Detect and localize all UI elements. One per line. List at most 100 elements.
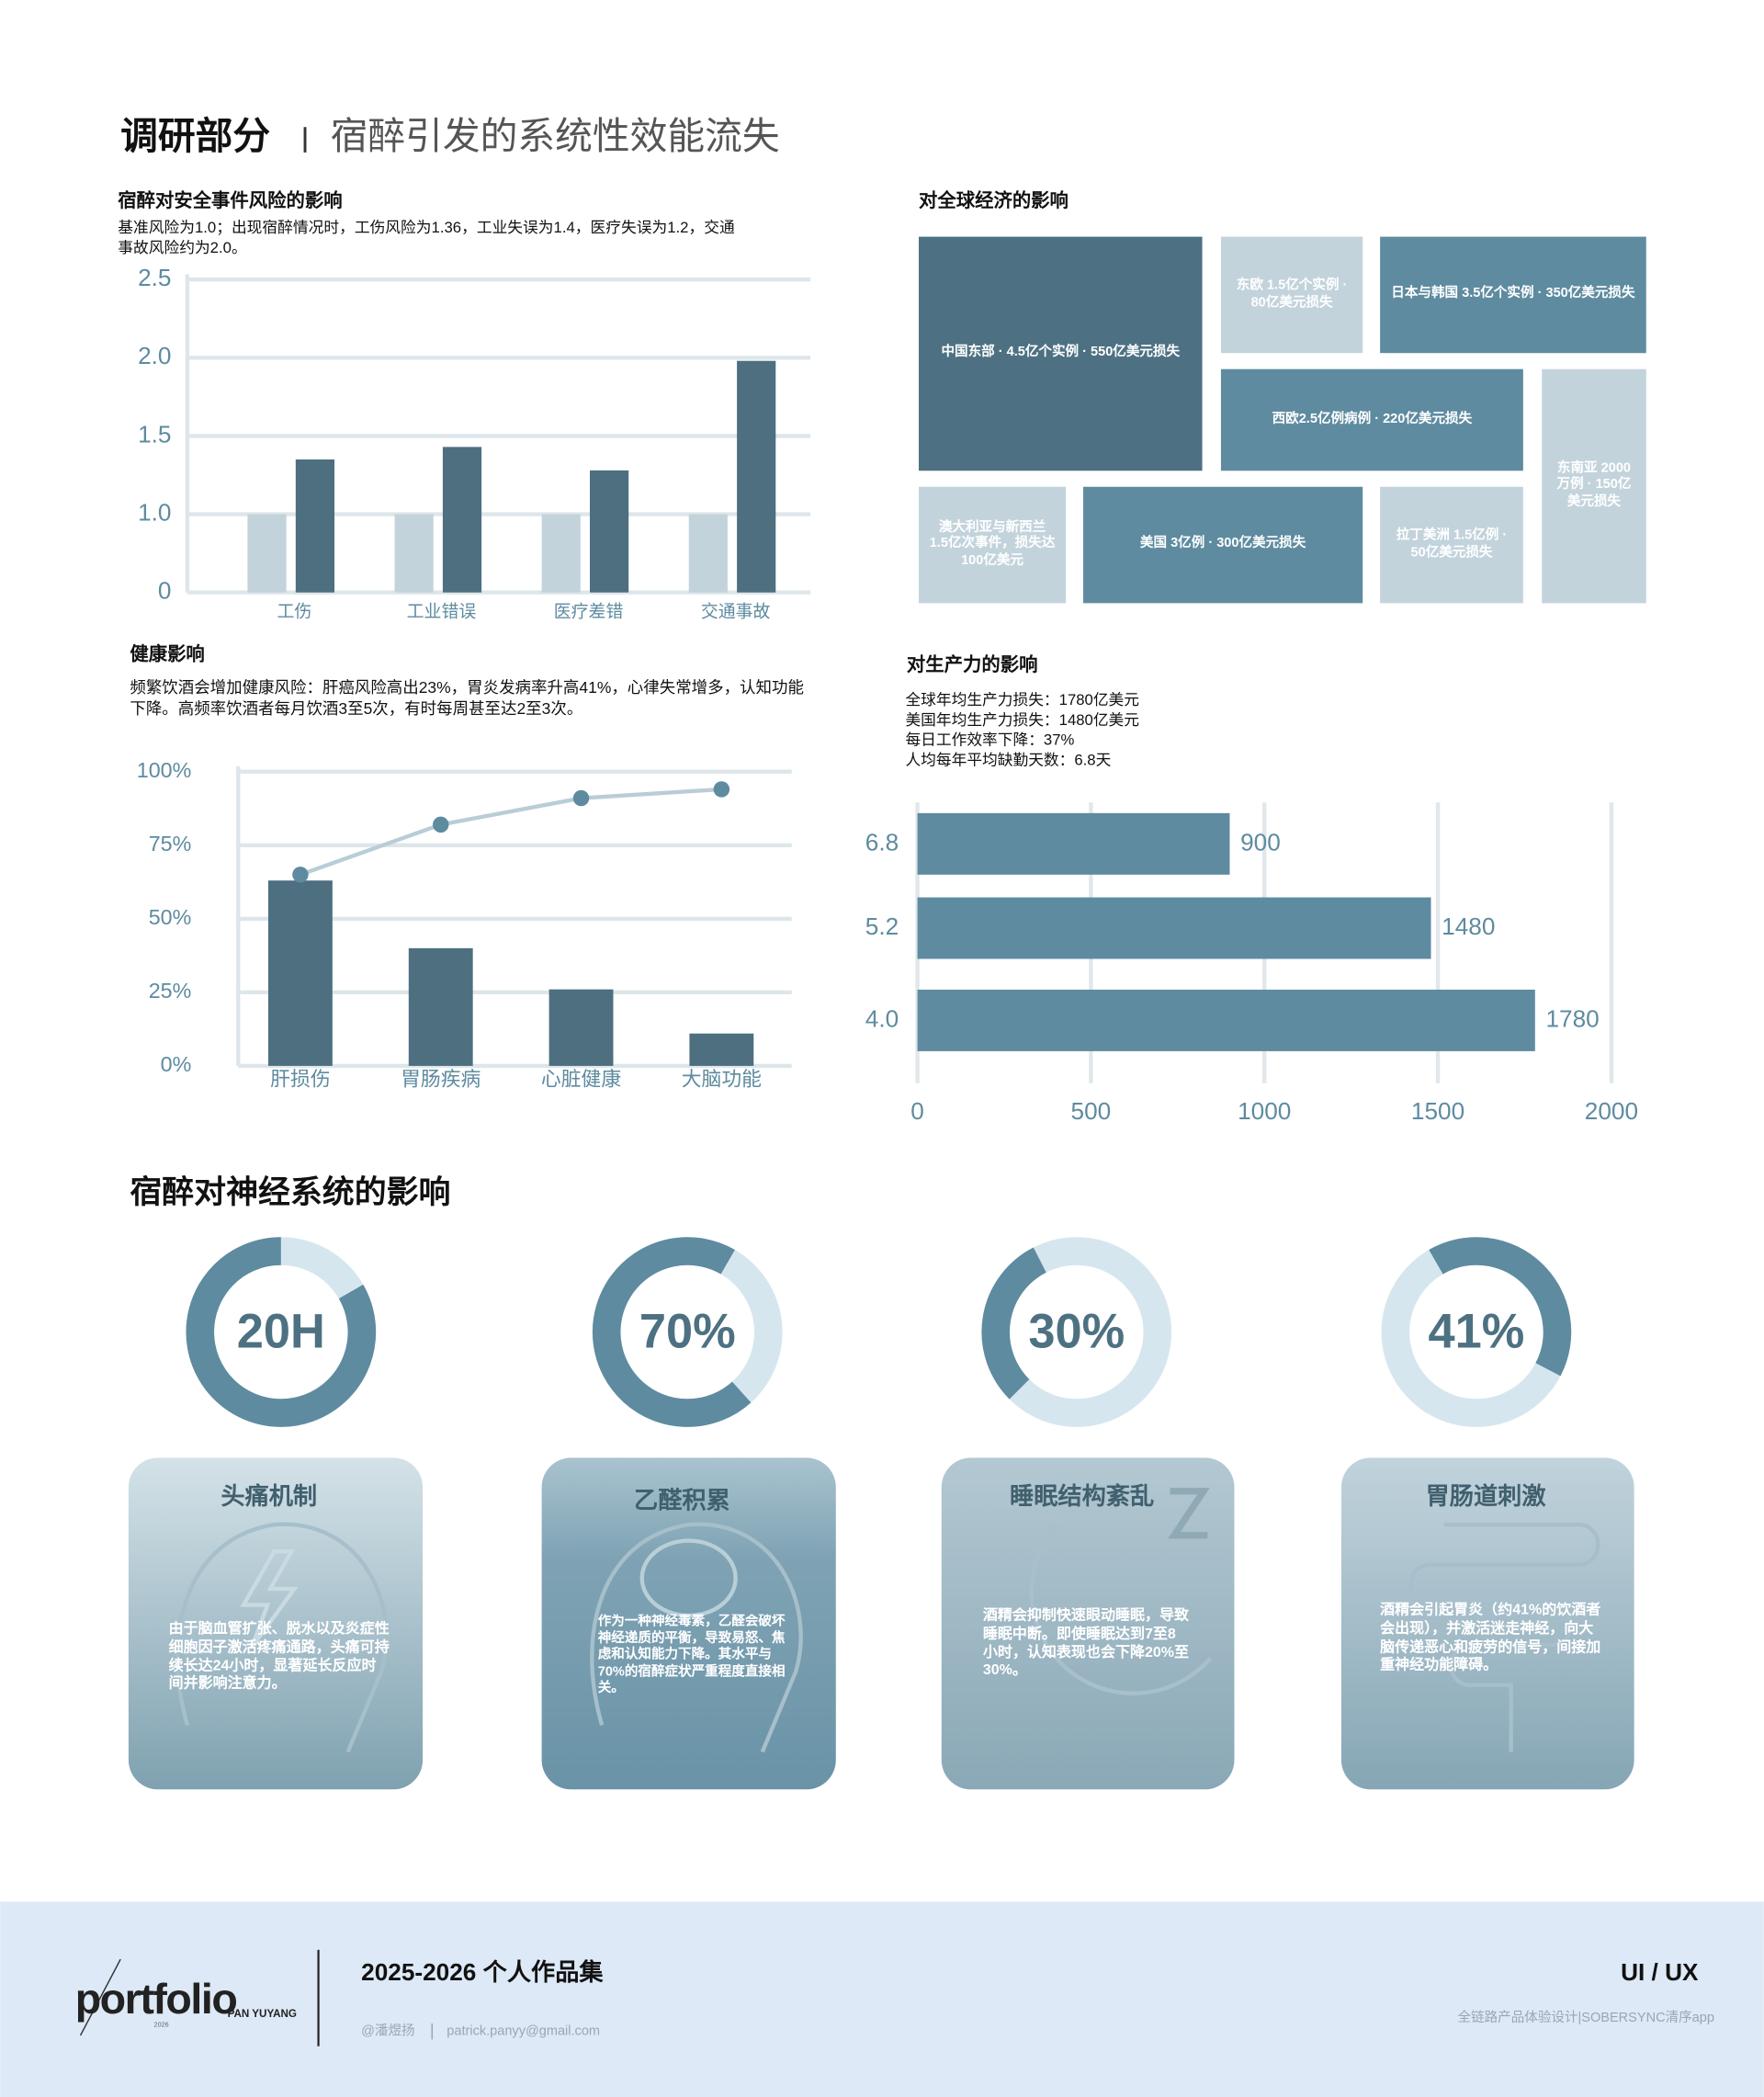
card: 睡眠结构紊乱 酒精会抑制快速眼动睡眠，导致睡眠中断。即使睡眠达到7至8小时，认知… <box>941 1457 1235 1790</box>
y-tick-label: 25% <box>149 979 192 1003</box>
bar <box>917 897 1431 959</box>
treemap-cell <box>1542 368 1646 604</box>
x-tick-label: 大脑功能 <box>682 1068 762 1091</box>
line <box>300 787 722 877</box>
treemap-cell <box>919 486 1067 604</box>
donut-arc <box>1429 1237 1572 1377</box>
chart-subtitle: 频繁饮酒会增加健康风险：肝癌风险高出23%，胃炎发病率升高41%，心律失常增多，… <box>130 677 804 718</box>
x-tick-label: 胃肠疾病 <box>401 1068 481 1091</box>
line-marker <box>292 867 309 883</box>
card-title: 乙醛积累 <box>634 1486 730 1513</box>
treemap-label-box: 日本与韩国 3.5亿个实例 · 350亿美元损失 <box>1391 287 1634 301</box>
donut-label: 41% <box>1428 1305 1524 1358</box>
donut-label: 70% <box>639 1305 736 1358</box>
bar <box>590 470 629 593</box>
treemap-label: 东欧 1.5亿个实例 · 80亿美元损失 <box>1236 278 1348 310</box>
card-bg <box>128 1457 424 1790</box>
card-bg <box>1340 1457 1634 1790</box>
x-tick-label: 工业错误 <box>407 602 477 622</box>
treemap-label: 拉丁美洲 1.5亿例 · 50亿美元损失 <box>1396 527 1508 561</box>
treemap-cell <box>1220 368 1523 471</box>
card-title: 胃肠道刺激 <box>1426 1482 1547 1510</box>
logo-name: PAN YUYANG <box>228 2008 297 2020</box>
bar <box>689 1033 754 1066</box>
y-tick-label: 1.5 <box>138 420 171 448</box>
x-tick-label: 0 <box>910 1097 924 1125</box>
card-icon <box>1029 1523 1212 1695</box>
annotation: 全球年均生产力损失：1780亿美元 <box>905 691 1139 708</box>
treemap-label-box: 拉丁美洲 1.5亿例 · 50亿美元损失 <box>1396 527 1508 561</box>
card-title: 头痛机制 <box>220 1482 317 1510</box>
x-tick-label: 肝损伤 <box>270 1068 331 1091</box>
donut-label: 30% <box>1028 1305 1125 1358</box>
card-text: 酒精会引起胃炎（约41%的饮酒者会出现），并激活迷走神经，向大脑传递恶心和疲劳的… <box>1380 1602 1601 1674</box>
x-tick-label: 2000 <box>1585 1097 1638 1125</box>
bar <box>408 947 473 1066</box>
logo: portfolio <box>75 1975 237 2023</box>
card-icon <box>240 1549 299 1649</box>
treemap-cell <box>919 236 1203 471</box>
treemap-label: 美国 3亿例 · 300亿美元损失 <box>1139 536 1306 551</box>
treemap-cell <box>1083 486 1363 604</box>
donut-label: 20H <box>237 1305 325 1358</box>
bar <box>295 459 335 593</box>
y-tick-label: 6.8 <box>865 828 899 856</box>
footer-tag: UI / UX <box>1621 1958 1699 1986</box>
footer-tagline: 全链路产品体验设计|SOBERSYNC清序app <box>1458 2009 1714 2025</box>
treemap-cell <box>1380 486 1523 604</box>
y-tick-label: 4.0 <box>865 1004 899 1032</box>
value-label: 1480 <box>1442 912 1495 940</box>
x-tick-label: 1000 <box>1238 1097 1291 1125</box>
x-tick-label: 心脏健康 <box>541 1068 621 1091</box>
chart-title: 宿醉对安全事件风险的影响 <box>118 189 342 211</box>
value-label: 900 <box>1240 828 1281 856</box>
treemap-label: 中国东部 · 4.5亿个实例 · 550亿美元损失 <box>941 345 1181 360</box>
treemap-label-box: 东欧 1.5亿个实例 · 80亿美元损失 <box>1236 278 1348 310</box>
page-title: 调研部分 <box>120 115 270 157</box>
footer-bg <box>0 1901 1764 2097</box>
card-bg <box>941 1457 1235 1790</box>
y-tick-label: 0 <box>158 577 172 605</box>
y-tick-label: 50% <box>149 905 192 929</box>
chart-title: 健康影响 <box>130 643 204 665</box>
annotation: 每日工作效率下降：37% <box>905 731 1074 749</box>
logo-stroke <box>79 1958 121 2036</box>
y-tick-label: 1.0 <box>138 499 171 527</box>
footer-email: patrick.panyy@gmail.com <box>447 2024 600 2039</box>
bar <box>394 514 434 593</box>
card-text: 酒精会抑制快速眼动睡眠，导致睡眠中断。即使睡眠达到7至8小时，认知表现也会下降2… <box>982 1607 1190 1679</box>
chart-title: 对生产力的影响 <box>907 653 1038 675</box>
y-tick-label: 2.5 <box>138 264 171 291</box>
bar <box>737 360 776 593</box>
x-tick-label: 500 <box>1071 1097 1112 1125</box>
y-tick-label: 5.2 <box>865 912 899 940</box>
card-icon <box>1408 1522 1600 1752</box>
bar <box>442 447 482 593</box>
treemap-cell <box>1220 236 1363 354</box>
bar <box>247 514 287 593</box>
card-text: 作为一种神经毒素，乙醛会破坏神经递质的平衡，导致易怒、焦虑和认知能力下降。其水平… <box>597 1614 786 1696</box>
card-icon <box>1168 1488 1210 1539</box>
y-tick-label: 100% <box>137 758 192 782</box>
treemap-label: 东南亚 2000万例 · 150亿美元损失 <box>1556 460 1632 510</box>
line-marker <box>572 789 590 807</box>
logo-year: 2026 <box>154 2020 169 2028</box>
x-tick-label: 交通事故 <box>701 602 771 622</box>
line-marker <box>713 781 730 798</box>
y-tick-label: 75% <box>149 832 192 856</box>
chart-subtitle-box: 基准风险为1.0；出现宿醉情况时，工伤风险为1.36，工业失误为1.4，医疗失误… <box>118 221 734 256</box>
treemap-label-box: 西欧2.5亿例病例 · 220亿美元损失 <box>1272 412 1473 426</box>
chart-subtitle-box: 频繁饮酒会增加健康风险：肝癌风险高出23%，胃炎发病率升高41%，心律失常增多，… <box>130 677 804 718</box>
card-icon <box>639 1538 738 1618</box>
card-text: 由于脑血管扩张、脱水以及炎症性细胞因子激活疼痛通路，头痛可持续长达24小时，显著… <box>168 1620 390 1693</box>
card-bg <box>541 1457 836 1790</box>
x-tick-label: 1500 <box>1411 1097 1464 1125</box>
treemap-label-box: 东南亚 2000万例 · 150亿美元损失 <box>1556 460 1632 510</box>
footer-title: 2025-2026 个人作品集 <box>361 1958 604 1986</box>
card-icon <box>590 1522 803 1753</box>
line-marker <box>433 816 449 833</box>
annotation: 人均每年平均缺勤天数：6.8天 <box>905 752 1111 769</box>
bar <box>917 989 1535 1051</box>
